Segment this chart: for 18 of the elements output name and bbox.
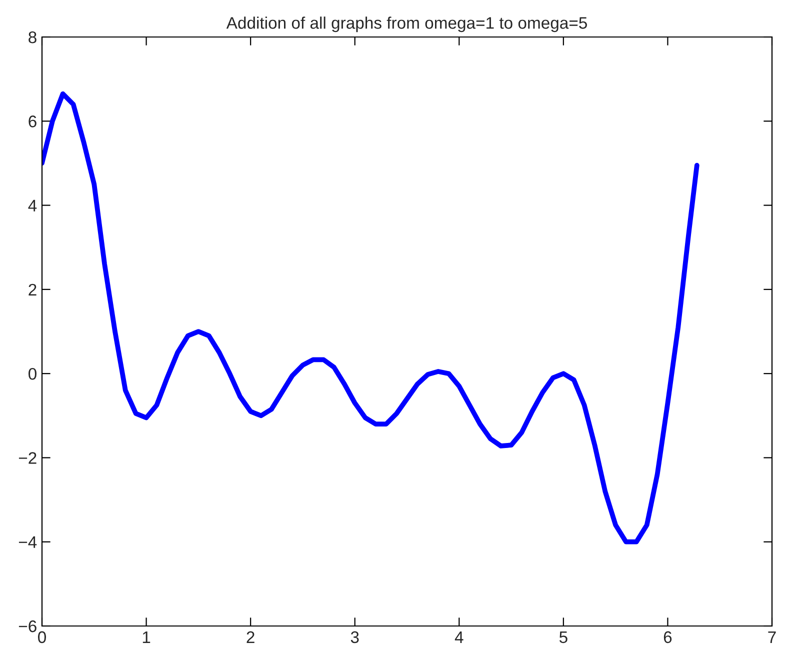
x-tick-label: 0 [38,631,46,644]
x-tick-label: 3 [350,631,359,644]
y-tick-label: 0 [28,368,36,380]
x-tick-label: 5 [559,631,568,644]
y-tick-label: −2 [18,452,36,464]
x-tick-label: 4 [454,631,464,643]
y-tick-label: 6 [28,116,36,128]
x-tick-label: 7 [768,631,776,643]
y-tick-label: 8 [28,31,36,44]
y-tick-label: −4 [18,536,37,548]
y-tick-label: −6 [18,620,36,632]
x-tick-label: 1 [142,631,150,643]
x-tick-label: 2 [246,631,254,643]
line-series [42,91,700,544]
y-tick-label: 2 [28,284,36,296]
chart-title: Addition of all graphs from omega=1 to omega=5 [226,16,587,32]
y-tick-label: 4 [28,200,37,212]
x-tick-label: 6 [664,631,672,644]
